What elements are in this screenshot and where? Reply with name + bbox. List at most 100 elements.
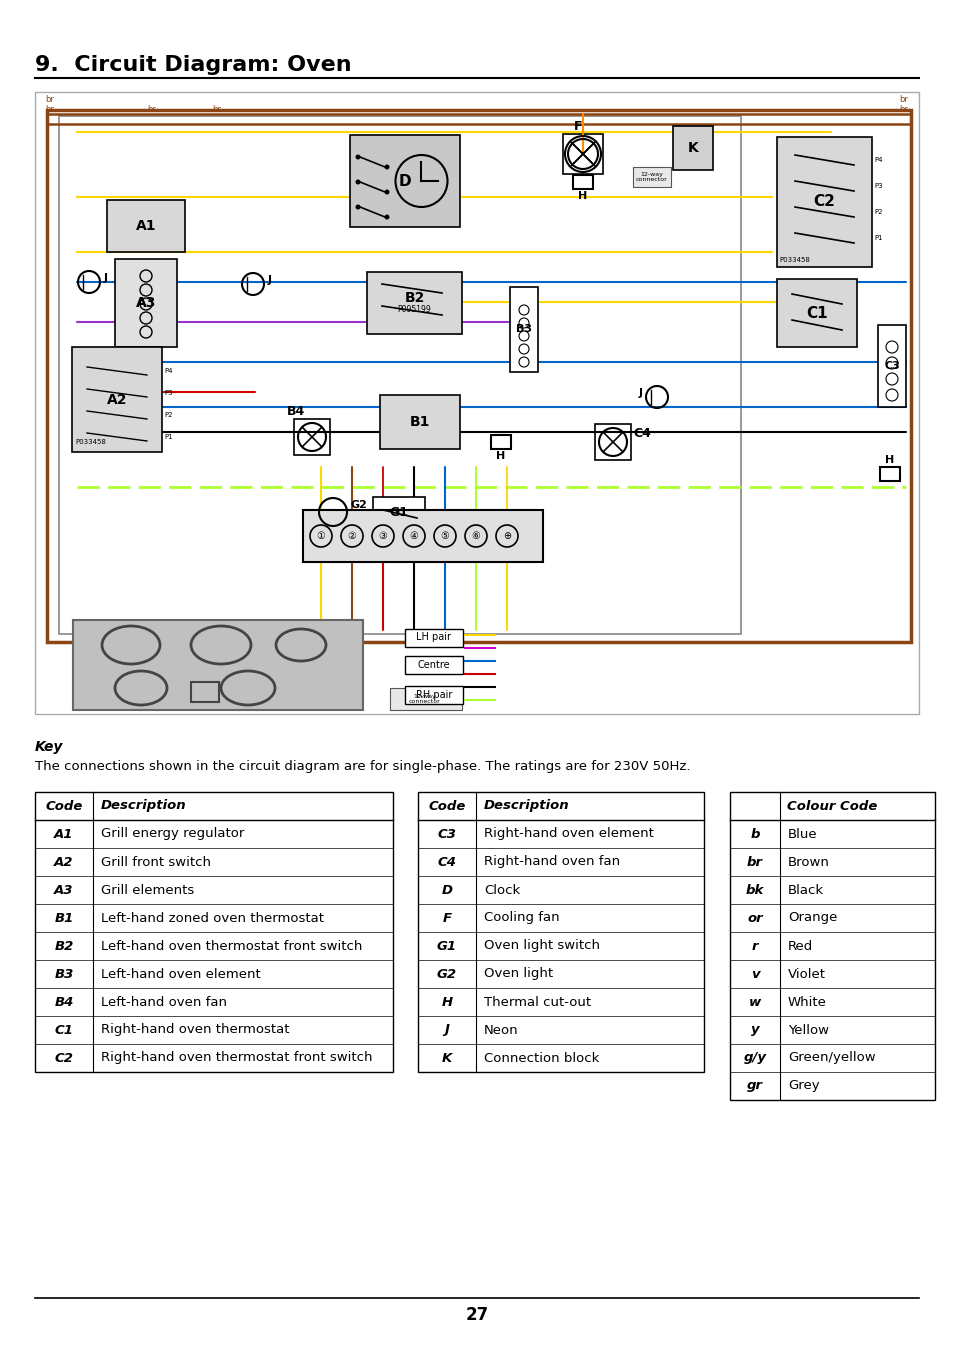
Text: Green/yellow: Green/yellow: [787, 1052, 875, 1065]
Text: Left-hand oven element: Left-hand oven element: [101, 968, 260, 980]
Text: or: or: [746, 911, 762, 925]
Text: ④: ④: [409, 531, 418, 541]
Text: Connection block: Connection block: [483, 1052, 598, 1065]
Text: J: J: [104, 273, 108, 284]
Text: w: w: [748, 995, 760, 1008]
Text: ⊕: ⊕: [502, 531, 511, 541]
Text: bk: bk: [745, 883, 763, 896]
Bar: [73, 620, 363, 710]
Circle shape: [384, 165, 389, 170]
Text: C1: C1: [805, 305, 827, 320]
Text: P1: P1: [873, 235, 882, 242]
Text: Oven light switch: Oven light switch: [483, 940, 599, 953]
Text: P095199: P095199: [397, 305, 431, 313]
Text: F: F: [573, 120, 581, 134]
Text: ③: ③: [378, 531, 387, 541]
Text: A1: A1: [135, 219, 156, 234]
Text: v: v: [750, 968, 759, 980]
Text: br: br: [212, 105, 221, 115]
Bar: [367, 271, 461, 333]
Text: P2: P2: [873, 209, 882, 215]
Bar: [59, 116, 740, 634]
Text: Clock: Clock: [483, 883, 519, 896]
Bar: [294, 418, 330, 455]
Text: Left-hand oven fan: Left-hand oven fan: [101, 995, 227, 1008]
Text: br: br: [45, 96, 53, 104]
Circle shape: [355, 154, 360, 159]
Text: RH pair: RH pair: [416, 690, 452, 699]
Text: Red: Red: [787, 940, 812, 953]
Text: Right-hand oven thermostat: Right-hand oven thermostat: [101, 1023, 289, 1037]
Text: J: J: [444, 1023, 449, 1037]
Bar: [405, 656, 462, 674]
Text: ⑤: ⑤: [440, 531, 449, 541]
Text: Black: Black: [787, 883, 823, 896]
Bar: [47, 109, 910, 643]
Circle shape: [355, 180, 360, 185]
Text: B1: B1: [54, 911, 73, 925]
Text: A3: A3: [135, 296, 156, 310]
Text: Right-hand oven element: Right-hand oven element: [483, 828, 653, 841]
Text: Brown: Brown: [787, 856, 829, 868]
Bar: [510, 288, 537, 373]
Text: r: r: [751, 940, 758, 953]
Text: 12-way
connector: 12-way connector: [409, 694, 440, 705]
Bar: [107, 200, 185, 252]
Text: K: K: [687, 140, 698, 155]
Text: C3: C3: [437, 828, 456, 841]
Circle shape: [384, 189, 389, 194]
Text: B3: B3: [516, 324, 532, 335]
Bar: [71, 347, 162, 452]
Bar: [877, 325, 905, 406]
Text: Neon: Neon: [483, 1023, 518, 1037]
Bar: [373, 497, 424, 529]
Bar: [405, 686, 462, 703]
Text: P3: P3: [873, 184, 882, 189]
Text: P2: P2: [164, 412, 172, 418]
Text: Cooling fan: Cooling fan: [483, 911, 559, 925]
Text: C3: C3: [883, 360, 899, 371]
Text: br: br: [746, 856, 762, 868]
Text: B4: B4: [54, 995, 73, 1008]
Text: Code: Code: [428, 799, 465, 813]
Text: ①: ①: [316, 531, 325, 541]
Text: Grey: Grey: [787, 1080, 819, 1092]
Text: B1: B1: [410, 414, 430, 429]
Bar: [405, 629, 462, 647]
Text: J: J: [268, 275, 272, 285]
Bar: [633, 167, 670, 188]
Text: P3: P3: [164, 390, 172, 396]
Bar: [191, 682, 219, 702]
Text: C1: C1: [54, 1023, 73, 1037]
Text: C2: C2: [813, 194, 835, 209]
Text: C4: C4: [633, 427, 650, 440]
Text: The connections shown in the circuit diagram are for single-phase. The ratings a: The connections shown in the circuit dia…: [35, 760, 690, 774]
Text: J: J: [639, 387, 642, 398]
Text: b: b: [749, 828, 759, 841]
Text: ②: ②: [347, 531, 356, 541]
Bar: [417, 792, 703, 1072]
Text: LH pair: LH pair: [416, 633, 451, 643]
Text: G1: G1: [389, 506, 408, 520]
Text: H: H: [441, 995, 452, 1008]
Text: A1: A1: [54, 828, 73, 841]
Text: B3: B3: [54, 968, 73, 980]
Bar: [350, 135, 459, 227]
Text: P033458: P033458: [75, 439, 106, 446]
Bar: [562, 134, 602, 174]
Text: A2: A2: [54, 856, 73, 868]
Bar: [879, 467, 899, 481]
Text: F: F: [442, 911, 451, 925]
Bar: [729, 792, 934, 1100]
Text: br: br: [147, 105, 155, 115]
Text: Thermal cut-out: Thermal cut-out: [483, 995, 591, 1008]
Text: 9.  Circuit Diagram: Oven: 9. Circuit Diagram: Oven: [35, 55, 352, 76]
Text: H: H: [496, 451, 505, 460]
Text: br: br: [898, 105, 907, 115]
Text: P4: P4: [873, 157, 882, 163]
Bar: [776, 136, 871, 267]
Bar: [115, 259, 177, 347]
Text: H: H: [884, 455, 894, 464]
Text: K: K: [441, 1052, 452, 1065]
Bar: [672, 126, 712, 170]
